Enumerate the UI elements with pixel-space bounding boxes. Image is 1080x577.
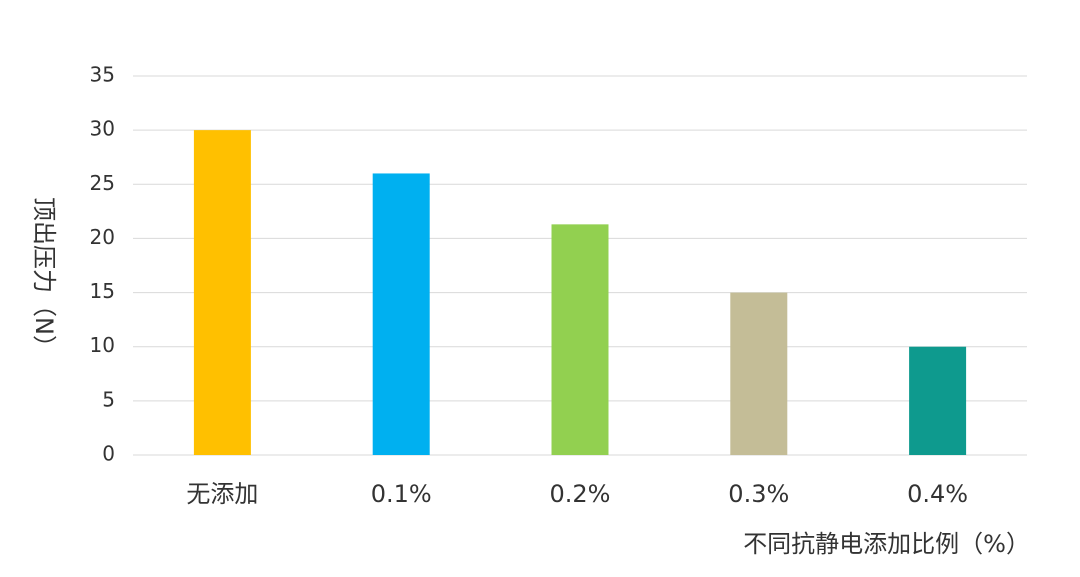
x-category-label: 0.2% [550,480,611,508]
bars [193,130,967,455]
y-tick-label: 30 [90,117,115,141]
x-category-label: 无添加 [186,480,258,508]
x-category-label: 0.1% [371,480,432,508]
bar-2 [551,224,609,455]
y-tick-label: 15 [90,279,115,303]
bar-3 [730,292,788,455]
y-axis-title: 顶出压力（N） [30,197,58,359]
y-tick-label: 25 [90,171,115,195]
y-tick-label: 20 [90,225,115,249]
y-tick-label: 35 [90,63,115,87]
x-category-label: 0.4% [907,480,968,508]
y-tick-label: 0 [102,442,115,466]
bar-0 [193,130,251,455]
x-axis-title: 不同抗静电添加比例（%） [743,530,1030,558]
bar-4 [909,346,967,455]
y-axis-ticks: 0 5 10 15 20 25 30 35 [90,63,115,466]
x-category-label: 0.3% [728,480,789,508]
bar-1 [372,173,430,455]
x-axis-categories: 无添加 0.1% 0.2% 0.3% 0.4% [186,480,968,508]
y-tick-label: 5 [102,387,115,411]
y-tick-label: 10 [90,333,115,357]
